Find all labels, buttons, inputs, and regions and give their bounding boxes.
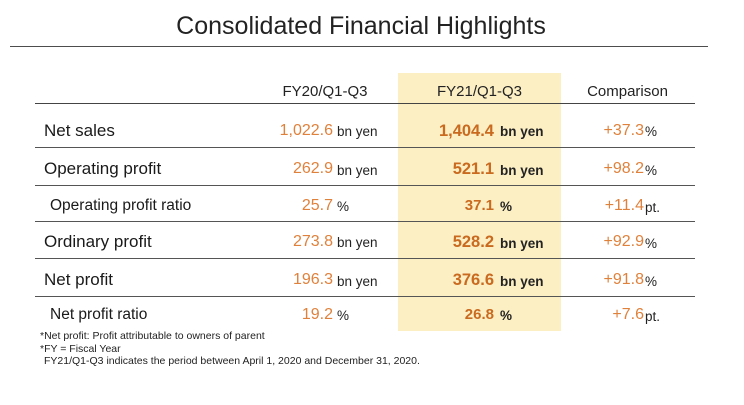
footnote-fiscal-year: *FY = Fiscal Year xyxy=(40,342,121,355)
row-label: Operating profit xyxy=(44,159,162,178)
row-divider xyxy=(35,296,695,297)
table-row: Operating profit ratio 25.7 % 37.1 % +11… xyxy=(0,196,744,232)
comparison-unit: % xyxy=(645,274,658,289)
prev-unit: bn yen xyxy=(337,163,378,178)
comparison-unit: % xyxy=(645,163,658,178)
prev-unit: % xyxy=(337,199,350,214)
table-row: Ordinary profit 273.8 bn yen 528.2 bn ye… xyxy=(0,232,744,268)
current-value: 521.1 xyxy=(452,160,494,178)
column-header-prev: FY20/Q1-Q3 xyxy=(282,83,368,100)
column-header-current: FY21/Q1-Q3 xyxy=(436,83,523,100)
comparison-value: +92.9 xyxy=(603,233,644,250)
row-divider xyxy=(35,185,695,186)
prev-value: 1,022.6 xyxy=(279,122,333,139)
current-period-highlight xyxy=(398,73,561,331)
current-value: 528.2 xyxy=(452,233,494,251)
comparison-value: +98.2 xyxy=(603,160,644,177)
title-divider xyxy=(10,46,708,47)
prev-unit: bn yen xyxy=(337,235,378,250)
current-unit: % xyxy=(500,308,513,323)
footnotes: *Net profit: Profit attributable to owne… xyxy=(40,330,420,368)
prev-value: 25.7 xyxy=(301,197,333,214)
current-unit: bn yen xyxy=(500,163,544,178)
comparison-unit: pt. xyxy=(645,309,661,324)
row-divider xyxy=(35,221,695,222)
comparison-value: +11.4 xyxy=(604,197,644,214)
comparison-value: +7.6 xyxy=(612,306,644,323)
page-title: Consolidated Financial Highlights xyxy=(176,12,546,40)
footnote-net-profit: *Net profit: Profit attributable to owne… xyxy=(40,330,265,342)
comparison-unit: % xyxy=(645,236,658,251)
row-divider xyxy=(35,258,695,259)
table-row: Net profit ratio 19.2 % 26.8 % +7.6 pt. xyxy=(0,306,744,342)
current-unit: bn yen xyxy=(500,236,544,251)
row-divider xyxy=(35,147,695,148)
comparison-unit: pt. xyxy=(645,200,661,215)
current-value: 1,404.4 xyxy=(438,122,494,140)
footnote-period: FY21/Q1-Q3 indicates the period between … xyxy=(44,355,420,367)
header-divider xyxy=(35,103,695,104)
prev-unit: bn yen xyxy=(337,274,378,289)
column-header-comparison: Comparison xyxy=(587,83,668,100)
row-label: Net sales xyxy=(44,121,115,140)
prev-value: 262.9 xyxy=(292,160,333,177)
comparison-value: +91.8 xyxy=(603,271,644,288)
table-row: Net sales 1,022.6 bn yen 1,404.4 bn yen … xyxy=(0,121,744,157)
prev-unit: bn yen xyxy=(337,124,378,139)
row-label: Ordinary profit xyxy=(44,232,152,251)
row-label: Net profit xyxy=(44,270,113,289)
table-row: Net profit 196.3 bn yen 376.6 bn yen +91… xyxy=(0,270,744,306)
row-label: Net profit ratio xyxy=(50,306,148,323)
comparison-value: +37.3 xyxy=(603,122,644,139)
prev-value: 19.2 xyxy=(301,306,333,323)
row-label: Operating profit ratio xyxy=(50,197,192,214)
prev-value: 196.3 xyxy=(292,271,333,288)
current-value: 26.8 xyxy=(464,306,494,323)
table-row: Operating profit 262.9 bn yen 521.1 bn y… xyxy=(0,159,744,195)
prev-value: 273.8 xyxy=(292,233,333,250)
current-unit: % xyxy=(500,199,513,214)
current-unit: bn yen xyxy=(500,124,544,139)
prev-unit: % xyxy=(337,308,350,323)
current-value: 37.1 xyxy=(464,197,494,214)
comparison-unit: % xyxy=(645,124,658,139)
current-value: 376.6 xyxy=(452,271,494,289)
current-unit: bn yen xyxy=(500,274,544,289)
